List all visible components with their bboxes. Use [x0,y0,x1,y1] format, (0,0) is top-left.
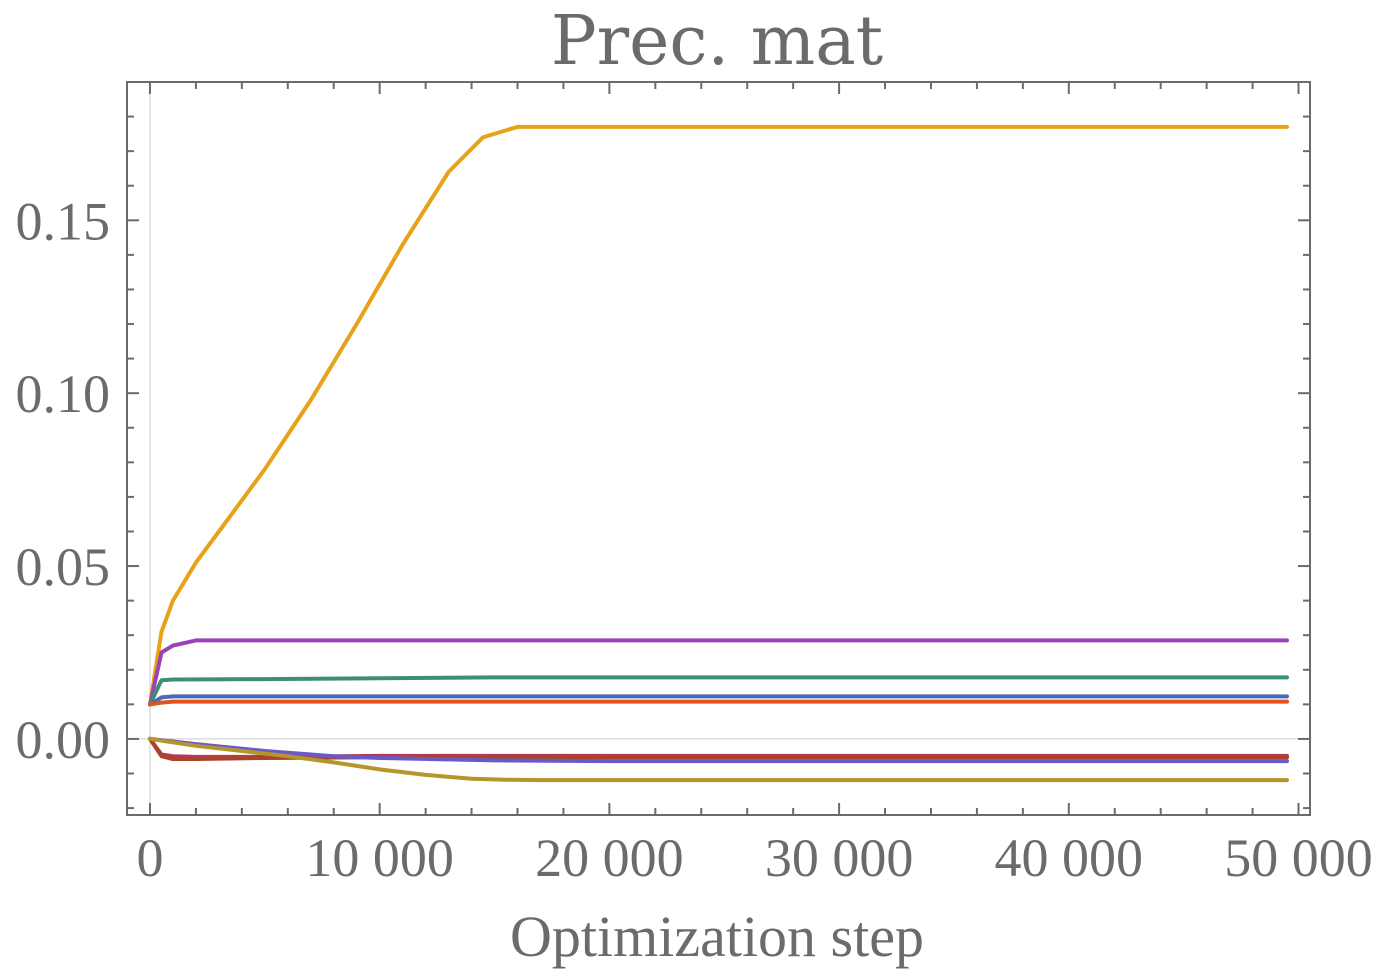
ticks-layer [127,82,1310,815]
x-tick-label: 20 000 [535,828,684,888]
series-line-1 [148,124,1289,707]
series-line-2 [148,638,1289,707]
y-tick-label: 0.00 [16,710,111,770]
x-tick-label: 10 000 [305,828,454,888]
y-tick-label: 0.05 [16,537,111,597]
plot-frame [126,81,1311,816]
x-tick-label: 40 000 [995,828,1144,888]
x-tick-label: 50 000 [1224,828,1373,888]
series-line-4 [148,694,1289,707]
series-line-3 [148,675,1289,707]
x-axis-label: Optimization step [510,904,924,969]
y-tick-label: 0.10 [16,364,111,424]
series-line-7 [148,736,1289,761]
tick-labels: 0 10 000 20 000 30 000 40 000 50 000 0.00 0.05 0… [16,191,1373,888]
series-layer [148,124,1289,783]
x-tick-label: 0 [136,828,163,888]
series-line-5 [148,699,1289,707]
chart-title: Prec. mat [551,2,883,81]
x-tick-label: 30 000 [765,828,914,888]
y-tick-label: 0.15 [16,191,111,251]
series-line-9 [148,736,1289,783]
